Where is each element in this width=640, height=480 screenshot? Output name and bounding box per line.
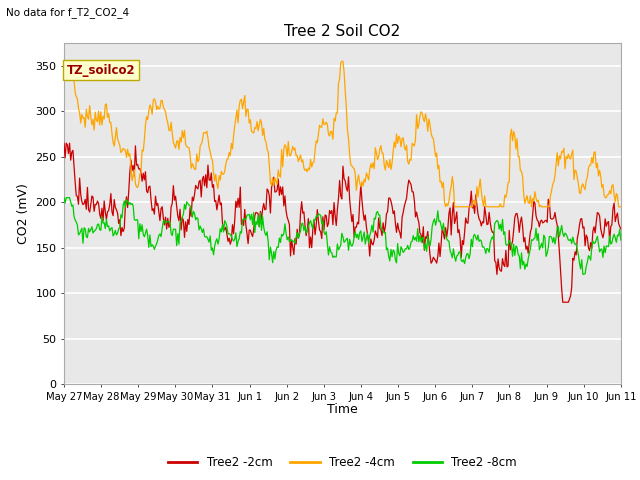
Y-axis label: CO2 (mV): CO2 (mV) <box>17 183 29 244</box>
Title: Tree 2 Soil CO2: Tree 2 Soil CO2 <box>284 24 401 39</box>
Text: TZ_soilco2: TZ_soilco2 <box>67 64 136 77</box>
Legend: Tree2 -2cm, Tree2 -4cm, Tree2 -8cm: Tree2 -2cm, Tree2 -4cm, Tree2 -8cm <box>163 451 522 474</box>
Text: No data for f_T2_CO2_4: No data for f_T2_CO2_4 <box>6 7 129 18</box>
X-axis label: Time: Time <box>327 403 358 416</box>
